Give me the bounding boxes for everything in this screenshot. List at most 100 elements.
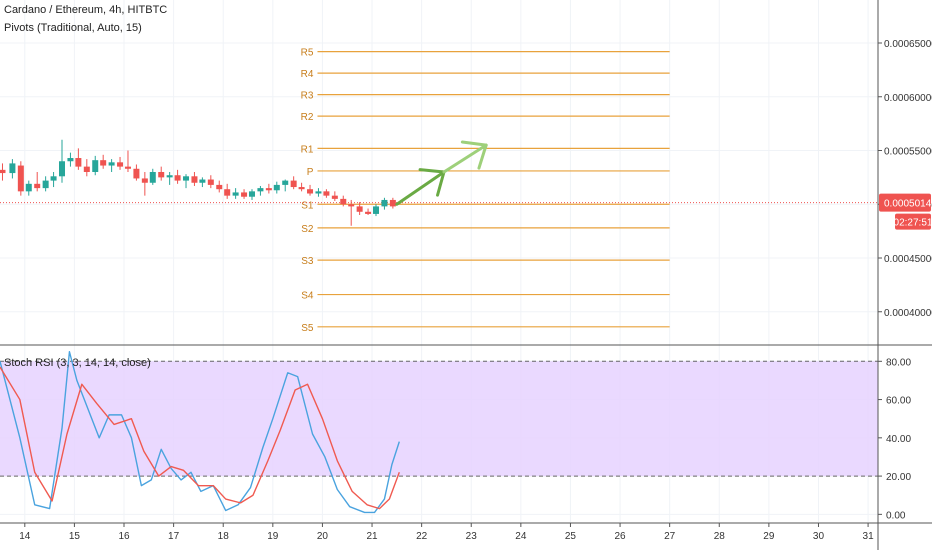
stoch-tick-label: 80.00 — [886, 357, 911, 368]
candle-body — [174, 175, 181, 181]
stoch-tick-label: 40.00 — [886, 434, 911, 445]
pivot-label: R4 — [301, 69, 314, 80]
candle-body — [389, 199, 396, 207]
candle-body — [75, 158, 82, 167]
candle-body — [133, 168, 140, 179]
pivot-label: S1 — [301, 200, 314, 211]
time-tick-label: 17 — [168, 531, 180, 542]
stoch-k-line — [0, 351, 400, 514]
candle-body — [216, 184, 223, 190]
candle-body — [207, 179, 214, 185]
stoch-tick-label: 0.00 — [886, 510, 906, 521]
candle-body — [373, 206, 380, 214]
candle-body — [340, 198, 347, 205]
stoch-line-layer — [0, 351, 400, 514]
candle-body — [224, 189, 231, 196]
candle-body — [298, 187, 305, 190]
last-price-badge — [879, 193, 931, 212]
pivot-label: R1 — [301, 144, 314, 155]
candle-body — [257, 188, 264, 192]
candle-body — [117, 162, 124, 167]
countdown-badge — [895, 213, 931, 230]
arrow-layer — [395, 140, 488, 206]
candle-body — [307, 189, 314, 194]
time-tick-label: 24 — [515, 531, 527, 542]
arrow-head-2 — [460, 140, 488, 147]
stoch-tick-label: 20.00 — [886, 472, 911, 483]
time-tick-label: 20 — [317, 531, 329, 542]
candle-body — [124, 166, 131, 169]
time-tick-label: 25 — [565, 531, 577, 542]
candle-body — [348, 204, 355, 207]
candle-body — [323, 191, 330, 196]
candle-body — [141, 178, 148, 183]
pivot-label: S2 — [301, 224, 314, 235]
candle-body — [365, 211, 372, 214]
arrow-head-1 — [418, 168, 446, 174]
time-tick-label: 26 — [614, 531, 626, 542]
candle-body — [0, 169, 6, 174]
candle-body — [248, 191, 255, 197]
candle-body — [83, 166, 90, 172]
candle-body — [282, 180, 289, 185]
candle-body — [191, 176, 198, 183]
candle-body — [290, 180, 297, 188]
pivot-label: S3 — [301, 256, 314, 267]
time-tick-label: 21 — [366, 531, 378, 542]
last-price-text: 0.000501464 — [884, 199, 932, 210]
candle-body — [158, 172, 165, 178]
time-tick-label: 19 — [267, 531, 279, 542]
stoch-label: Stoch RSI (3, 3, 14, 14, close) — [4, 357, 151, 369]
pivot-label: S5 — [301, 323, 314, 334]
chart-title: Cardano / Ethereum, 4h, HITBTC — [4, 4, 168, 16]
arrow-segment-2 — [442, 143, 488, 174]
time-tick-label: 22 — [416, 531, 428, 542]
candle-body — [315, 191, 322, 194]
time-tick-label: 23 — [466, 531, 478, 542]
time-tick-label: 15 — [69, 531, 81, 542]
candle-body — [42, 180, 49, 189]
pivot-layer: R5 R4 R3 R2 R1 P S1 S2 S3 S4 S5 — [301, 48, 670, 334]
candle-body — [100, 160, 107, 166]
arrow-head-2 — [477, 143, 488, 170]
price-tick-label: 0.000650000 — [884, 39, 932, 50]
time-tick-label: 18 — [218, 531, 230, 542]
candle-body — [356, 206, 363, 212]
countdown-text: 02:27:51 — [894, 218, 932, 229]
pivot-label: S4 — [301, 291, 314, 302]
price-tick-label: 0.000600000 — [884, 93, 932, 104]
candle-body — [50, 176, 57, 181]
candle-body — [232, 192, 239, 196]
time-tick-label: 29 — [763, 531, 775, 542]
candle-body — [199, 179, 206, 183]
stoch-d-line — [0, 366, 400, 510]
time-tick-label: 28 — [714, 531, 726, 542]
pivot-label: P — [307, 167, 314, 178]
indicator-label: Pivots (Traditional, Auto, 15) — [4, 22, 142, 34]
price-tick-label: 0.000400000 — [884, 308, 932, 319]
pivot-label: R2 — [301, 112, 314, 123]
arrow-head-1 — [436, 170, 446, 197]
candle-body — [149, 172, 156, 183]
stoch-band — [0, 361, 878, 477]
time-tick-label: 16 — [118, 531, 130, 542]
time-tick-label: 31 — [863, 531, 875, 542]
time-tick-label: 14 — [19, 531, 31, 542]
candle-body — [381, 199, 388, 207]
time-tick-label: 30 — [813, 531, 825, 542]
candle-body — [17, 165, 24, 192]
candle-body — [59, 161, 66, 177]
stoch-band-layer — [0, 360, 878, 477]
candle-body — [34, 183, 41, 189]
price-tick-label: 0.000450000 — [884, 254, 932, 265]
candle-body — [67, 158, 74, 162]
candle-body — [25, 183, 32, 192]
pivot-label: R5 — [301, 48, 314, 59]
candle-body — [265, 188, 272, 191]
candle-body — [331, 195, 338, 199]
candle-body — [166, 175, 173, 178]
time-tick-label: 27 — [664, 531, 676, 542]
stoch-tick-label: 60.00 — [886, 396, 911, 407]
